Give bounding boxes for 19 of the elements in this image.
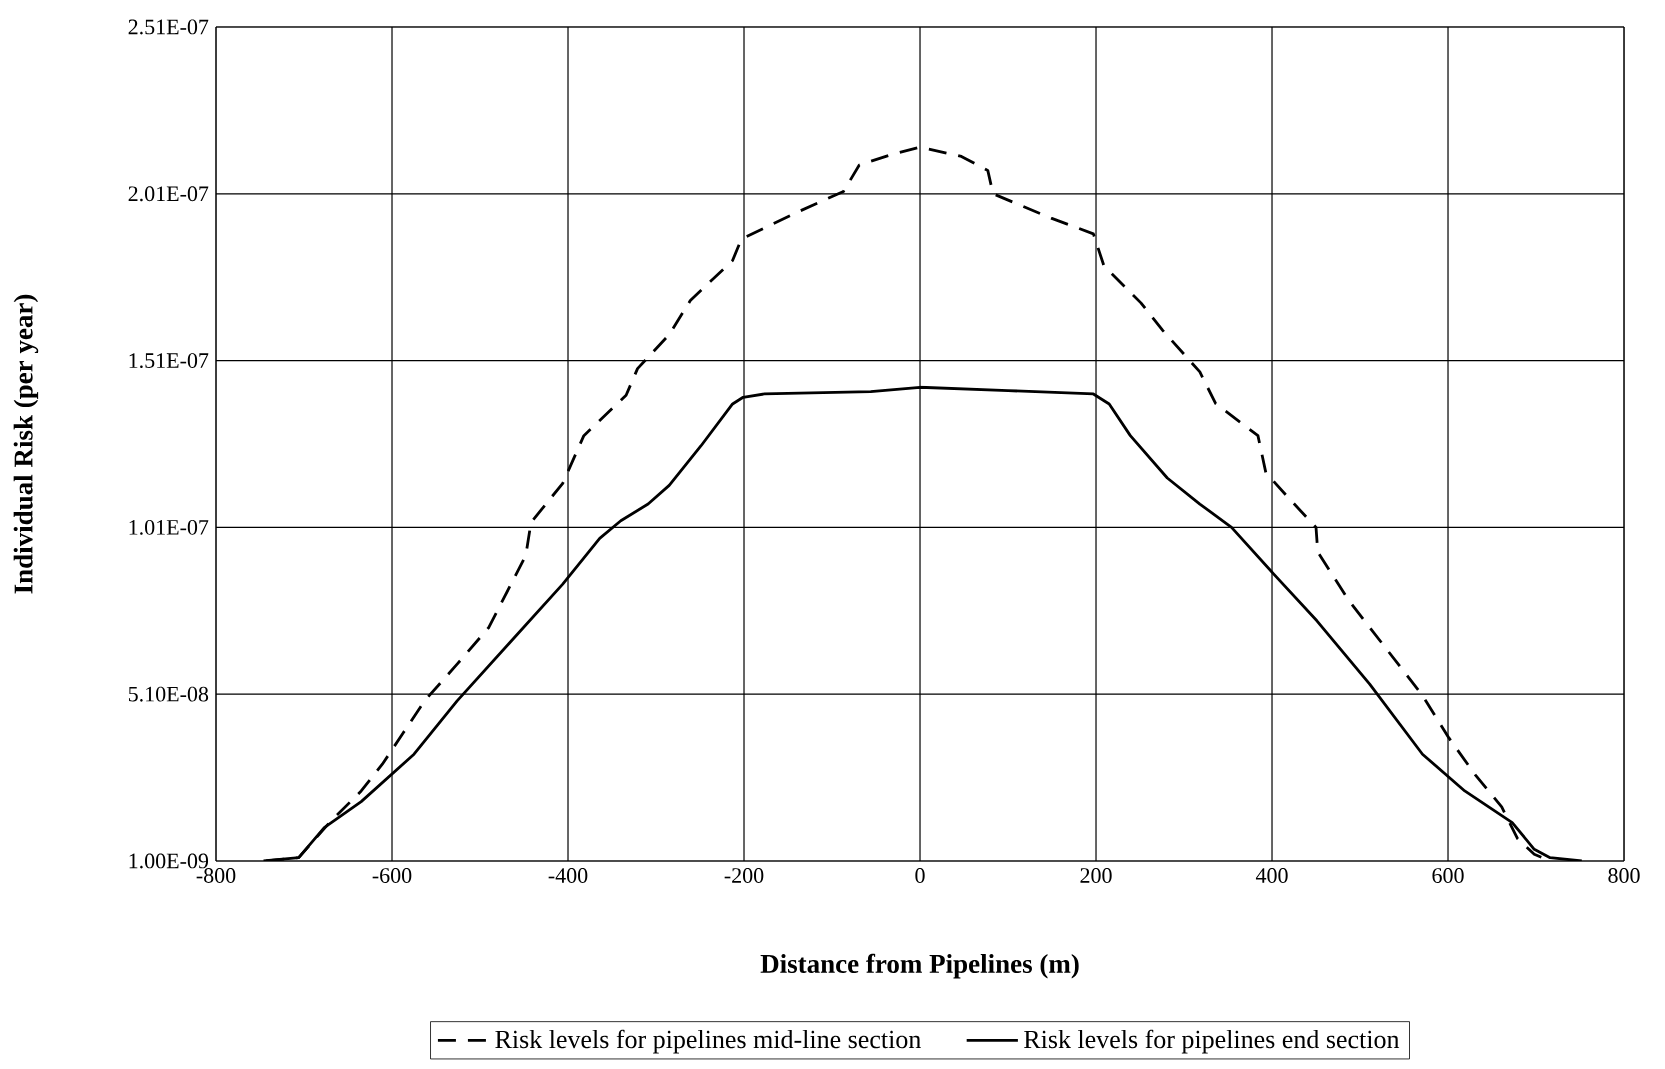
x-tick-label: 800	[1608, 868, 1640, 883]
x-axis-title: Distance from Pipelines (m)	[760, 953, 1079, 979]
x-tick-label: 0	[915, 868, 925, 883]
legend-label: Risk levels for pipelines mid-line section	[495, 1029, 921, 1054]
y-tick-label: 2.51E-07	[128, 19, 209, 35]
y-tick-label: 1.01E-07	[129, 519, 209, 535]
y-tick-label: 5.10E-08	[128, 686, 209, 702]
x-tick-label: 400	[1255, 868, 1288, 883]
x-tick-label: 200	[1080, 868, 1112, 883]
y-tick-label: 1.00E-09	[129, 853, 209, 869]
x-tick-label: -400	[548, 868, 588, 883]
y-tick-label: 2.01E-07	[128, 186, 209, 202]
x-tick-label: -800	[196, 868, 236, 883]
x-tick-label: -200	[724, 868, 764, 883]
x-tick-label: 600	[1432, 868, 1464, 883]
x-tick-label: -600	[372, 868, 412, 883]
y-axis-title: Individual Risk (per year)	[13, 294, 39, 594]
y-tick-label: 1.51E-07	[129, 353, 209, 369]
legend-label: Risk levels for pipelines end section	[1024, 1029, 1400, 1054]
